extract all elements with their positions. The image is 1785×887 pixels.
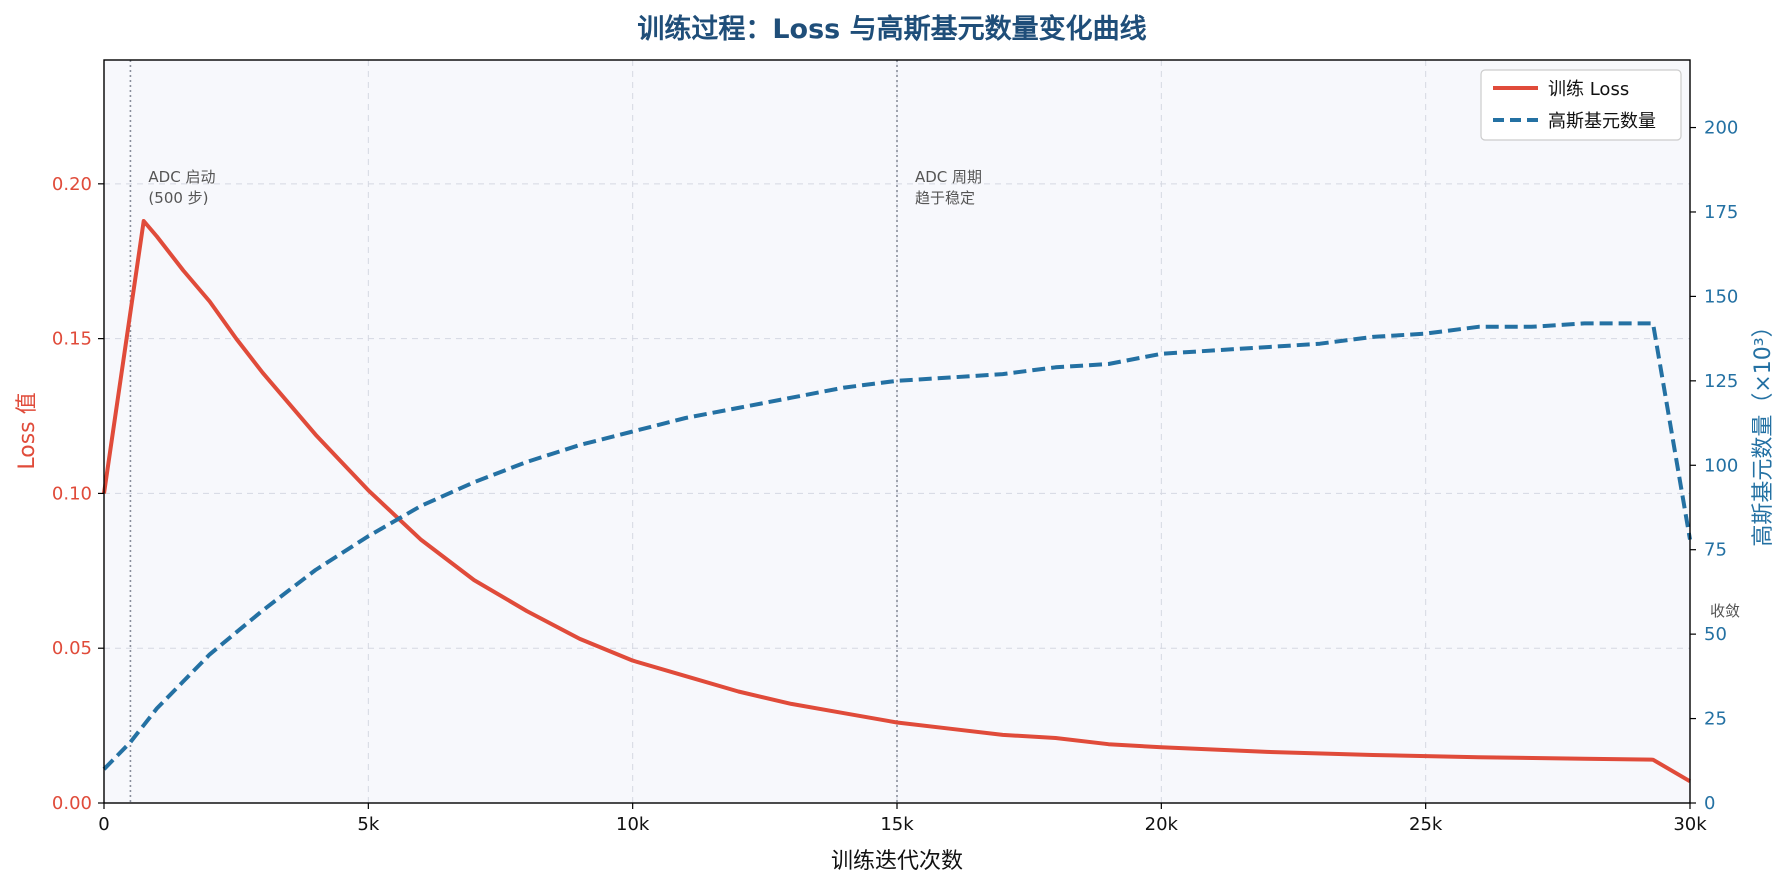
right-tick-label: 0 — [1704, 793, 1715, 814]
left-axis-ticks: 0.00 0.05 0.10 0.15 0.20 — [52, 174, 104, 814]
right-tick-label: 100 — [1704, 455, 1738, 476]
x-tick-label: 5k — [357, 814, 379, 835]
chart-title: 训练过程：Loss 与高斯基元数量变化曲线 — [637, 13, 1146, 45]
right-axis-label: 高斯基元数量（×10³） — [1751, 315, 1776, 546]
annotation-text: ADC 启动 — [148, 168, 215, 186]
x-axis-ticks: 0 5k 10k 15k 20k 25k 30k — [98, 803, 1707, 835]
left-tick-label: 0.05 — [52, 638, 92, 659]
x-tick-label: 30k — [1673, 814, 1707, 835]
x-tick-label: 0 — [98, 814, 109, 835]
x-axis-label: 训练迭代次数 — [831, 849, 963, 874]
legend: 训练 Loss 高斯基元数量 — [1480, 69, 1682, 141]
x-tick-label: 10k — [616, 814, 650, 835]
convergence-label: 收敛 — [1710, 602, 1740, 620]
right-tick-label: 125 — [1704, 371, 1738, 392]
series-layer — [102, 219, 1692, 784]
annotation-text: 趋于稳定 — [915, 189, 975, 207]
event-lines — [129, 60, 898, 803]
x-tick-label: 25k — [1409, 814, 1443, 835]
left-axis-label: Loss 值 — [15, 392, 40, 469]
gaussian-count-line — [102, 321, 1692, 771]
annotation-text: ADC 周期 — [915, 168, 982, 186]
right-tick-label: 50 — [1704, 624, 1727, 645]
right-tick-label: 75 — [1704, 540, 1727, 561]
right-axis-ticks: 0 25 50 75 100 125 150 175 200 — [1690, 118, 1738, 814]
loss-line — [102, 219, 1692, 784]
x-tick-label: 20k — [1145, 814, 1179, 835]
right-tick-label: 25 — [1704, 709, 1727, 730]
left-tick-label: 0.10 — [52, 483, 92, 504]
x-tick-label: 15k — [880, 814, 914, 835]
left-tick-label: 0.00 — [52, 793, 92, 814]
grid-lines — [104, 60, 1690, 803]
right-tick-label: 175 — [1704, 202, 1738, 223]
right-tick-label: 200 — [1704, 118, 1738, 139]
left-tick-label: 0.15 — [52, 329, 92, 350]
legend-label-gaussians: 高斯基元数量 — [1548, 111, 1656, 132]
annotation-text: (500 步) — [148, 189, 208, 207]
legend-label-loss: 训练 Loss — [1548, 79, 1629, 100]
right-tick-label: 150 — [1704, 286, 1738, 307]
left-tick-label: 0.20 — [52, 174, 92, 195]
